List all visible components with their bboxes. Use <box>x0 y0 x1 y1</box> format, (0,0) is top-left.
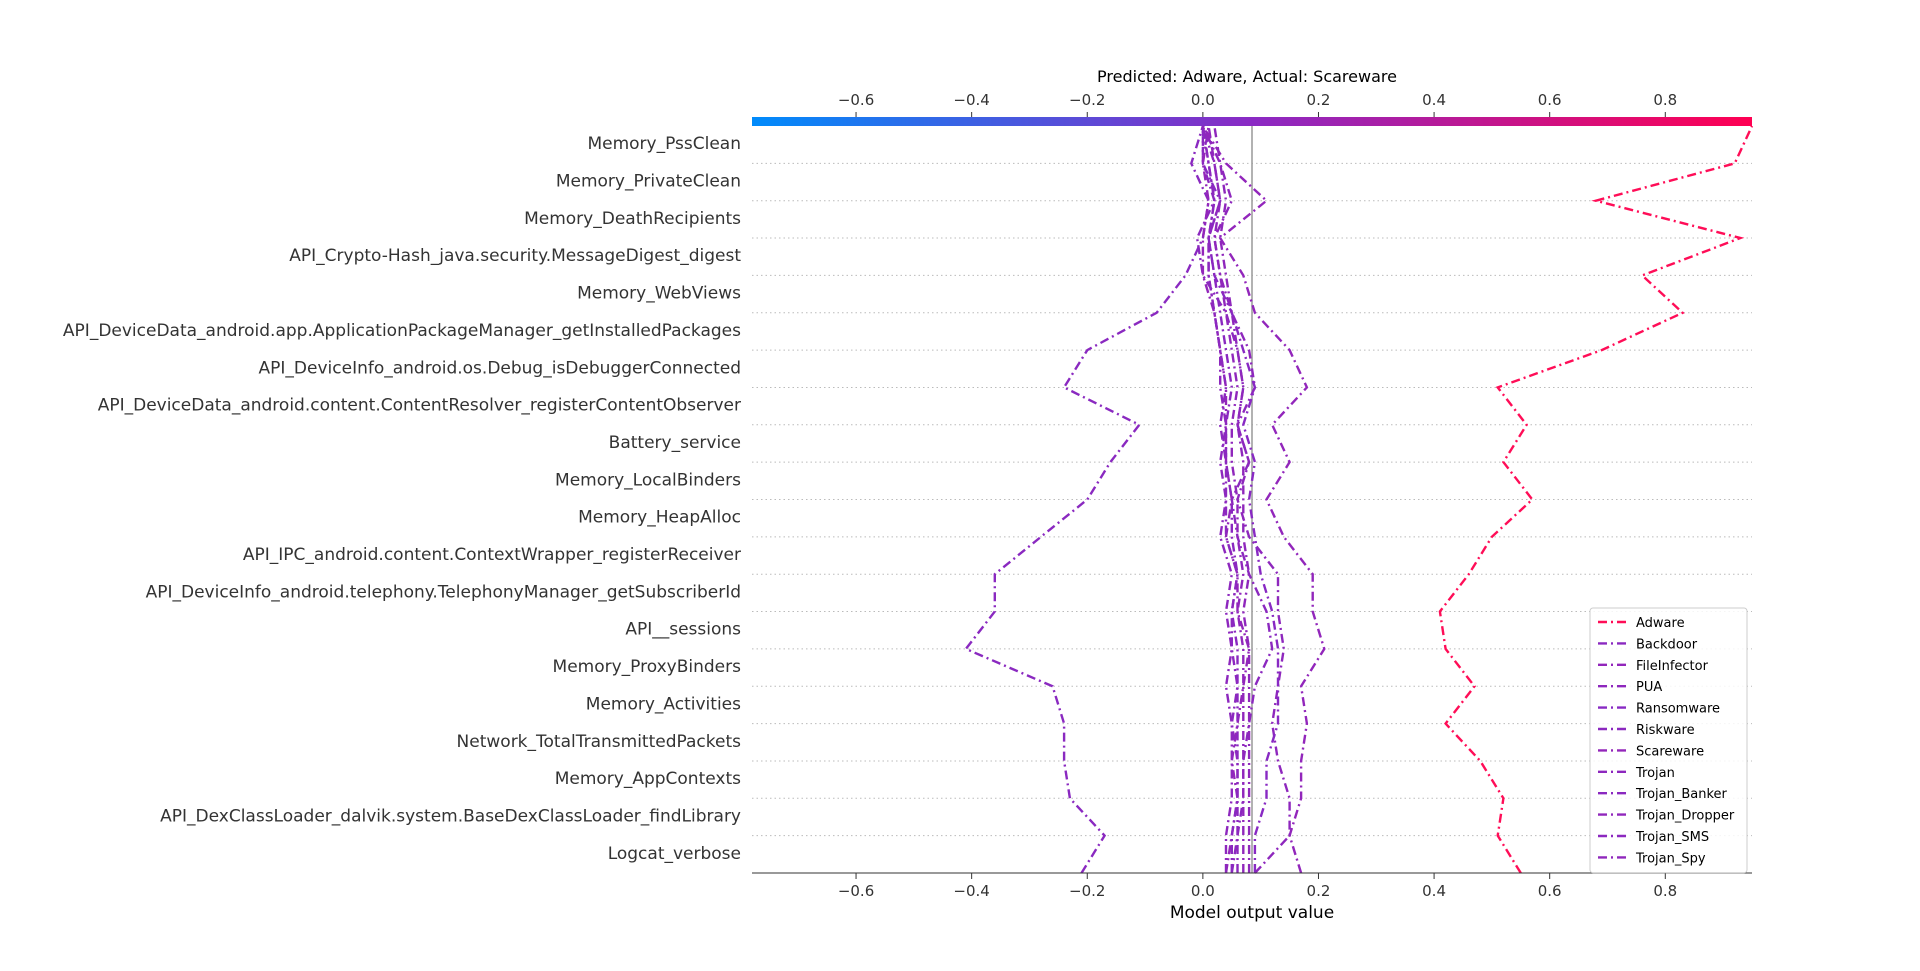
top-tick-label: −0.6 <box>838 91 874 109</box>
top-tick-label: −0.2 <box>1069 91 1105 109</box>
legend-box <box>1589 607 1748 874</box>
feature-label: Memory_ProxyBinders <box>553 657 742 677</box>
feature-label: API_Crypto-Hash_java.security.MessageDig… <box>289 246 741 266</box>
feature-labels: Memory_PssClean Memory_PrivateClean Memory… <box>63 134 741 864</box>
series-line-ransomware <box>1201 126 1280 873</box>
feature-label: Memory_AppContexts <box>555 769 741 789</box>
bottom-tick-label: 0.0 <box>1191 882 1215 900</box>
feature-label: Memory_HeapAlloc <box>578 508 741 528</box>
color-bar <box>752 117 1752 126</box>
series-line-trojan_banker <box>1201 125 1239 873</box>
feature-label: Memory_DeathRecipients <box>524 209 741 229</box>
top-tick-label: −0.4 <box>953 91 989 109</box>
chart-title: Predicted: Adware, Actual: Scareware <box>1097 67 1397 86</box>
feature-label: API_DeviceData_android.content.ContentRe… <box>98 396 741 416</box>
bottom-tick-label: 0.8 <box>1653 882 1677 900</box>
feature-label: Logcat_verbose <box>608 844 741 864</box>
top-tick-label: 0.4 <box>1422 91 1446 109</box>
series-line-backdoor <box>964 125 1210 874</box>
top-tick-label: 0.8 <box>1653 91 1677 109</box>
legend-label: Adware <box>1636 616 1685 631</box>
bottom-axis-ticks: −0.6 −0.4 −0.2 0.0 0.2 0.4 0.6 0.8 <box>838 873 1677 900</box>
bottom-tick-label: −0.4 <box>953 882 989 900</box>
legend: Adware Backdoor FileInfector PUA Ransomware R… <box>1589 607 1748 874</box>
series-line-trojan_spy <box>1213 125 1251 873</box>
bottom-tick-label: 0.4 <box>1422 882 1446 900</box>
feature-label: Network_TotalTransmittedPackets <box>457 732 742 752</box>
legend-label: Trojan_Spy <box>1635 851 1706 866</box>
series-line-trojan_dropper <box>1207 125 1245 873</box>
legend-label: Trojan_Banker <box>1635 787 1728 802</box>
series-line-fileinfector <box>1201 125 1326 874</box>
legend-label: Riskware <box>1636 723 1695 738</box>
feature-label: API__sessions <box>625 620 741 640</box>
x-axis-label: Model output value <box>1170 903 1334 923</box>
bottom-tick-label: 0.2 <box>1307 882 1331 900</box>
feature-label: Battery_service <box>609 433 741 453</box>
feature-label: API_DeviceData_android.app.ApplicationPa… <box>63 321 741 341</box>
legend-label: FileInfector <box>1636 659 1709 674</box>
top-tick-label: 0.0 <box>1191 91 1215 109</box>
bottom-tick-label: −0.6 <box>838 882 874 900</box>
top-tick-label: 0.2 <box>1307 91 1331 109</box>
legend-label: Ransomware <box>1636 702 1720 717</box>
top-axis-ticks: −0.6 −0.4 −0.2 0.0 0.2 0.4 0.6 0.8 <box>838 91 1677 117</box>
feature-label: API_IPC_android.content.ContextWrapper_r… <box>243 545 741 565</box>
legend-label: Trojan_Dropper <box>1635 809 1735 824</box>
feature-label: Memory_WebViews <box>577 284 741 304</box>
feature-label: Memory_PrivateClean <box>556 172 741 192</box>
series-lines <box>964 125 1754 874</box>
feature-label: Memory_LocalBinders <box>555 470 741 490</box>
legend-label: PUA <box>1636 680 1662 695</box>
feature-label: Memory_Activities <box>586 694 741 714</box>
feature-label: API_DexClassLoader_dalvik.system.BaseDex… <box>160 806 741 826</box>
legend-label: Trojan <box>1635 766 1675 781</box>
legend-label: Backdoor <box>1636 637 1698 652</box>
top-tick-label: 0.6 <box>1538 91 1562 109</box>
legend-label: Trojan_SMS <box>1635 830 1709 845</box>
feature-label: API_DeviceInfo_android.telephony.Telepho… <box>146 582 741 602</box>
feature-label: API_DeviceInfo_android.os.Debug_isDebugg… <box>259 358 741 378</box>
series-line-adware <box>1438 125 1754 874</box>
series-line-trojan_sms <box>1201 125 1239 873</box>
bottom-tick-label: −0.2 <box>1069 882 1105 900</box>
bottom-tick-label: 0.6 <box>1538 882 1562 900</box>
feature-label: Memory_PssClean <box>587 134 741 154</box>
legend-label: Scareware <box>1636 744 1704 759</box>
